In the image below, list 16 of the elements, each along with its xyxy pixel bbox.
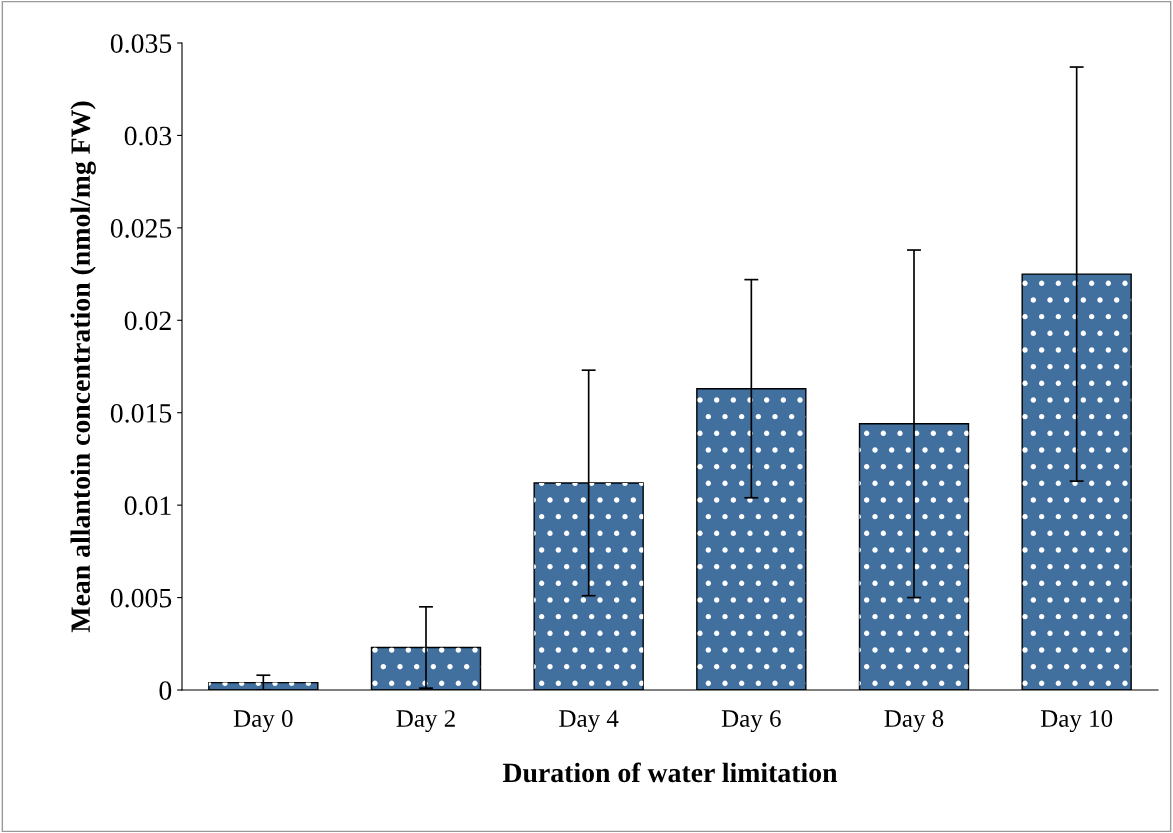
x-tick-label: Day 0 [233,710,293,733]
y-tick-label: 0.005 [110,588,172,608]
y-tick-label: 0.01 [124,496,171,516]
y-tick-label: 0.02 [124,311,171,331]
x-tick-label: Day 8 [884,710,944,733]
y-tick-label: 0.015 [110,403,172,423]
x-axis-title: Duration of water limitation [502,762,838,783]
y-tick-label: 0.035 [110,34,172,54]
y-axis-title: Mean allantoin concentration (nmol/mg FW) [70,101,96,633]
x-tick-label: Day 4 [559,710,619,733]
y-tick-label: 0 [159,681,172,700]
y-tick-label: 0.025 [110,219,172,238]
y-tick-label: 0.03 [124,126,172,146]
x-tick-label: Day 2 [396,710,455,733]
x-tick-label: Day 10 [1040,710,1113,733]
x-tick-label: Day 6 [721,710,781,733]
